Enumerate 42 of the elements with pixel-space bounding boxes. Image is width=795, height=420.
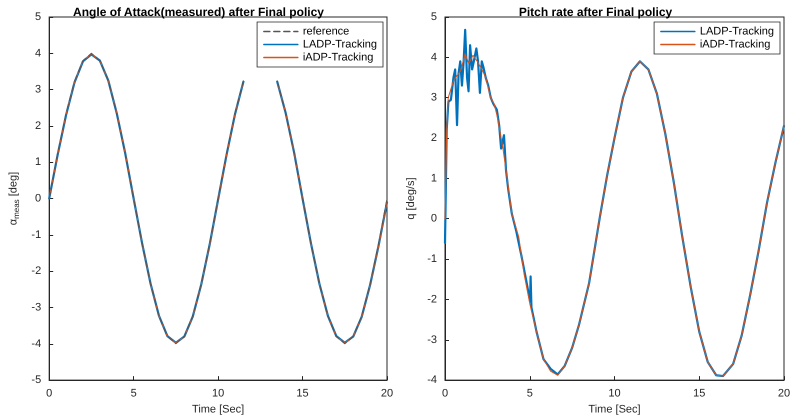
y-axis-title: αmeas [deg]: [8, 172, 21, 226]
x-tick-label: 15: [693, 388, 706, 400]
x-axis-title: Time [Sec]: [588, 404, 641, 416]
y-tick-label: 3: [430, 92, 437, 104]
y-tick-label: -5: [31, 374, 42, 386]
x-tick-label: 15: [296, 388, 309, 400]
y-tick-label: -1: [31, 228, 42, 241]
y-tick-label: 0: [35, 192, 42, 205]
y-tick-label: -2: [31, 265, 42, 278]
legend-label: iADP-Tracking: [302, 52, 374, 64]
y-tick-label: -4: [427, 374, 437, 386]
legend-label: LADP-Tracking: [700, 26, 774, 38]
x-tick-label: 5: [130, 388, 137, 400]
legend-label: reference: [302, 26, 350, 38]
y-tick-label: 4: [35, 47, 42, 60]
y-axis-title: q [deg/s]: [404, 177, 417, 220]
x-tick-label: 0: [46, 388, 52, 400]
x-tick-label: 0: [442, 388, 448, 400]
y-tick-label: 4: [430, 51, 437, 64]
x-tick-label: 20: [778, 388, 790, 400]
y-tick-label: 1: [35, 156, 42, 168]
x-tick-label: 10: [608, 388, 621, 400]
chart-title: Angle of Attack(measured) after Final policy: [73, 5, 324, 19]
y-tick-label: 2: [430, 132, 437, 144]
legend-label: iADP-Tracking: [700, 38, 770, 50]
x-tick-label: 20: [380, 388, 394, 400]
y-tick-label: -1: [427, 253, 437, 266]
y-tick-label: -4: [31, 338, 42, 350]
y-tick-label: 5: [430, 11, 437, 23]
y-tick-label: 5: [35, 11, 42, 23]
chart-title: Pitch rate after Final policy: [518, 5, 673, 19]
y-tick-label: 3: [35, 84, 42, 96]
y-tick-label: 2: [35, 120, 42, 132]
legend-label: LADP-Tracking: [302, 38, 377, 50]
x-tick-label: 5: [526, 388, 533, 400]
x-tick-label: 10: [212, 388, 224, 400]
y-tick-label: -3: [427, 334, 437, 346]
x-axis-title: Time [Sec]: [192, 404, 244, 416]
y-tick-label: -2: [427, 293, 437, 306]
y-tick-label: -3: [31, 301, 42, 314]
y-tick-label: 0: [430, 212, 437, 225]
y-tick-label: 1: [430, 172, 437, 184]
